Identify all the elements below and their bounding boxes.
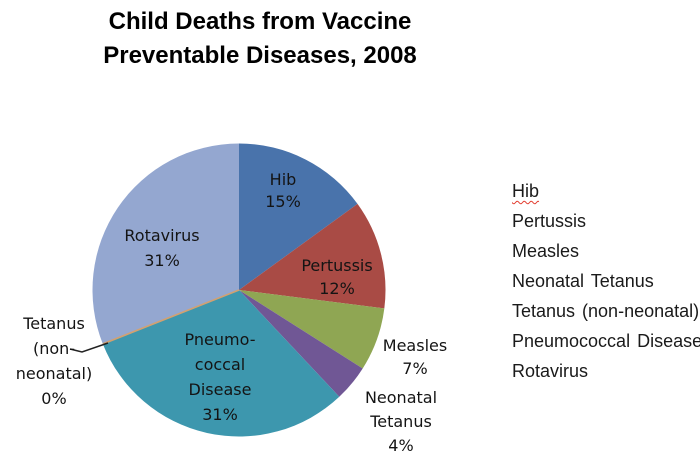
chart-title-line-1: Child Deaths from Vaccine — [108, 8, 412, 35]
legend-item-rotavirus: Rotavirus — [512, 361, 589, 381]
slice-label-measles: Measles 7% — [382, 336, 448, 378]
pie-slice-tetanus-non-neonatal[interactable] — [102, 289, 240, 345]
slice-label-pneumococcal: Pneumo- coccal Disease 31% — [184, 330, 256, 424]
pie-slice-hib[interactable] — [239, 143, 358, 291]
legend-list: Hib Pertussis Measles Neonatal Tetanus T… — [512, 176, 700, 386]
legend-item-tetanus-non-neonatal: Tetanus (non-neonatal) — [512, 301, 700, 321]
chart-title: Child Deaths from Vaccine Preventable Di… — [40, 5, 480, 73]
pie-slice-neonatal-tetanus[interactable] — [239, 290, 363, 397]
legend-item-hib: Hib — [512, 181, 540, 201]
slice-label-neonatal-tetanus: Neonatal Tetanus 4% — [364, 388, 438, 455]
pie-chart[interactable] — [92, 143, 386, 437]
pie-slice-pertussis[interactable] — [239, 203, 386, 309]
legend-item-pneumococcal-disease: Pneumococcal Disease — [512, 331, 700, 351]
slice-label-hib: Hib 15% — [265, 170, 301, 211]
slice-label-tetanus-non-neonatal: Tetanus (non- neonatal) 0% — [15, 314, 93, 408]
pie-slice-pneumococcal-disease[interactable] — [102, 290, 340, 437]
legend-item-neonatal-tetanus: Neonatal Tetanus — [512, 271, 654, 291]
chart-title-line-2: Preventable Diseases, 2008 — [103, 42, 417, 69]
slice-label-pertussis: Pertussis 12% — [301, 256, 373, 298]
slice-label-rotavirus: Rotavirus 31% — [124, 226, 200, 270]
legend-item-pertussis: Pertussis — [512, 211, 587, 231]
pie-slice-measles[interactable] — [239, 290, 385, 369]
pie-slice-rotavirus[interactable] — [92, 143, 239, 344]
legend-item-measles: Measles — [512, 241, 580, 261]
